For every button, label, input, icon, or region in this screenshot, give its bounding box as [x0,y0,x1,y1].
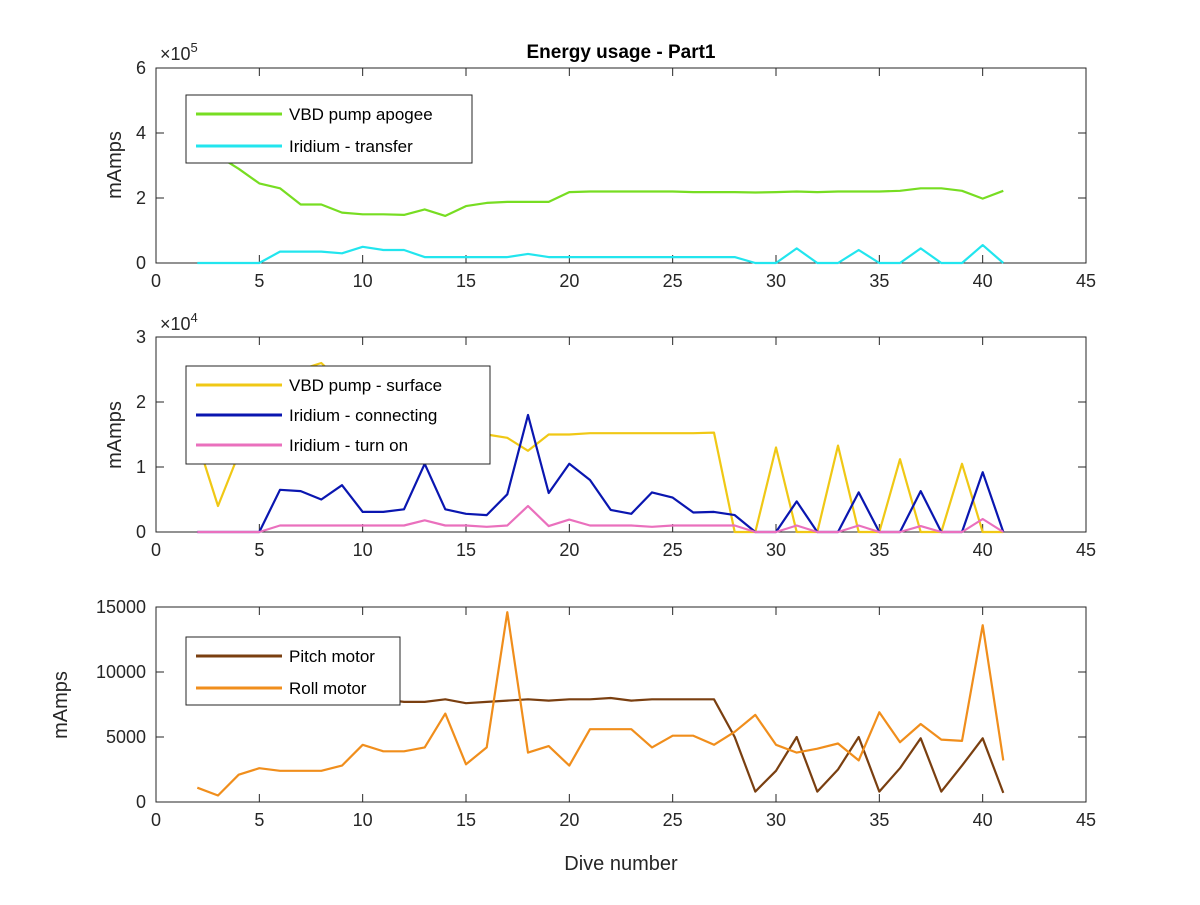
x-tick-label: 45 [1076,271,1096,291]
x-tick-label: 20 [559,810,579,830]
x-axis: 0 5 10 15 20 25 30 35 40 45 [151,68,1096,291]
x-tick-label: 40 [973,540,993,560]
x-tick-label: 25 [663,810,683,830]
y-axis: 0 5000 10000 15000 [96,597,1086,812]
y-tick-label: 6 [136,58,146,78]
exponent-power: 4 [191,310,198,325]
x-tick-label: 0 [151,271,161,291]
legend: VBD pump - surface Iridium - connecting … [185,365,491,465]
x-tick-label: 5 [254,271,264,291]
x-tick-label: 15 [456,810,476,830]
x-tick-label: 20 [559,540,579,560]
y-axis-label: mAmps [104,401,126,469]
legend-entry-vbd-pump-surface: VBD pump - surface [289,376,442,395]
y-tick-label: 2 [136,188,146,208]
x-tick-label: 35 [869,271,889,291]
series-line-roll-motor [196,611,1005,797]
legend-entry-iridium-turn-on: Iridium - turn on [289,436,408,455]
subplot-pitch-roll-motor: 0 5 10 15 20 25 30 35 40 45 0 5000 10000 15000 mAmps… [50,597,1096,875]
x-tick-label: 45 [1076,810,1096,830]
legend-box [185,94,473,164]
legend-box [185,636,401,706]
y-axis: 0 1 2 3 [136,327,1086,542]
y-axis: 0 2 4 6 [136,58,1086,273]
series-line-vbd-pump-apogee [196,135,1004,217]
x-tick-label: 30 [766,540,786,560]
exponent-label: ×104 [160,310,198,334]
y-tick-label: 5000 [106,727,146,747]
x-tick-label: 10 [353,810,373,830]
legend-entry-iridium-transfer: Iridium - transfer [289,137,413,156]
x-tick-label: 15 [456,271,476,291]
exponent-base: ×10 [160,44,191,64]
y-tick-label: 3 [136,327,146,347]
y-tick-label: 0 [136,792,146,812]
x-tick-label: 10 [353,271,373,291]
x-tick-label: 25 [663,271,683,291]
x-tick-label: 20 [559,271,579,291]
y-axis-label: mAmps [50,671,72,739]
y-tick-label: 1 [136,457,146,477]
x-axis: 0 5 10 15 20 25 30 35 40 45 [151,607,1096,830]
x-tick-label: 40 [973,810,993,830]
x-axis: 0 5 10 15 20 25 30 35 40 45 [151,337,1096,560]
x-tick-label: 0 [151,540,161,560]
x-tick-label: 0 [151,810,161,830]
x-tick-label: 35 [869,810,889,830]
x-tick-label: 30 [766,271,786,291]
y-tick-label: 4 [136,123,146,143]
y-tick-label: 15000 [96,597,146,617]
series-line-iridium-transfer [197,244,1005,265]
y-tick-label: 0 [136,522,146,542]
y-tick-label: 0 [136,253,146,273]
exponent-power: 5 [191,40,198,55]
x-tick-label: 35 [869,540,889,560]
x-tick-label: 15 [456,540,476,560]
x-tick-label: 5 [254,540,264,560]
legend-entry-iridium-connecting: Iridium - connecting [289,406,437,425]
exponent-base: ×10 [160,314,191,334]
x-axis-label: Dive number [564,853,678,875]
series-line-iridium-turn-on [197,504,1004,534]
exponent-label: ×105 [160,40,198,64]
y-tick-label: 10000 [96,662,146,682]
x-tick-label: 45 [1076,540,1096,560]
x-tick-label: 40 [973,271,993,291]
y-axis-label: mAmps [104,131,126,199]
chart-title: Energy usage - Part1 [526,42,715,63]
x-tick-label: 10 [353,540,373,560]
x-tick-label: 30 [766,810,786,830]
legend-entry-roll-motor: Roll motor [289,679,367,698]
y-tick-label: 2 [136,392,146,412]
legend: Pitch motor Roll motor [185,636,401,706]
subplot-vbd-surface-iridium: 0 5 10 15 20 25 30 35 40 45 0 1 2 3 ×104 mAmps VBD p… [104,310,1096,560]
series-line-iridium-connecting [197,413,1005,534]
legend-entry-vbd-pump-apogee: VBD pump apogee [289,105,433,124]
plot-lines [196,135,1005,265]
x-tick-label: 25 [663,540,683,560]
legend-entry-pitch-motor: Pitch motor [289,647,375,666]
x-tick-label: 5 [254,810,264,830]
legend: VBD pump apogee Iridium - transfer [185,94,473,164]
subplot-vbd-apogee-iridium-transfer: 0 5 10 15 20 25 30 35 40 45 0 2 4 6 Energy usage - P… [104,40,1096,291]
